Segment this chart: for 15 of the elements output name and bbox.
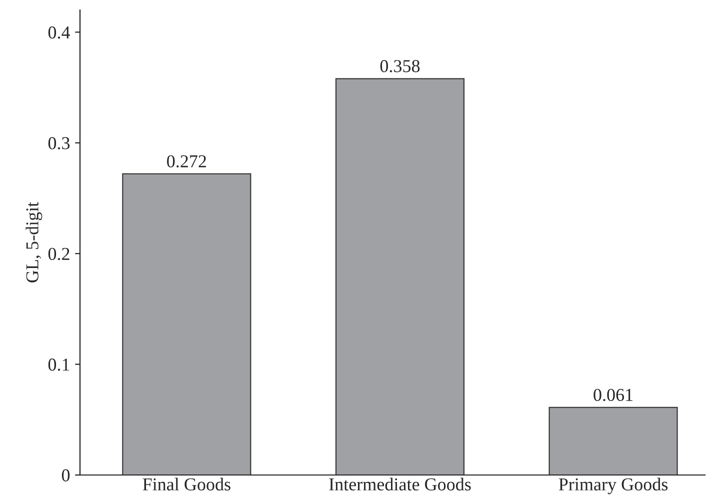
x-tick-label: Final Goods bbox=[142, 478, 230, 490]
x-tick-label: Intermediate Goods bbox=[329, 478, 471, 490]
data-label: 0.358 bbox=[380, 60, 420, 72]
data-label: 0.061 bbox=[594, 388, 633, 402]
y-tick-label: 0.1 bbox=[48, 358, 70, 371]
data-label: 0.272 bbox=[167, 155, 206, 168]
y-tick-label: 0.3 bbox=[48, 137, 70, 150]
bar bbox=[335, 78, 465, 475]
y-axis-title: GL, 5-digit bbox=[26, 202, 42, 282]
bar bbox=[122, 173, 252, 475]
y-tick-label: 0.2 bbox=[48, 248, 70, 260]
x-tick-label: Primary Goods bbox=[558, 478, 668, 494]
y-tick-label: 0.4 bbox=[48, 26, 70, 39]
y-tick-label: 0 bbox=[62, 469, 70, 482]
bar bbox=[548, 406, 678, 475]
